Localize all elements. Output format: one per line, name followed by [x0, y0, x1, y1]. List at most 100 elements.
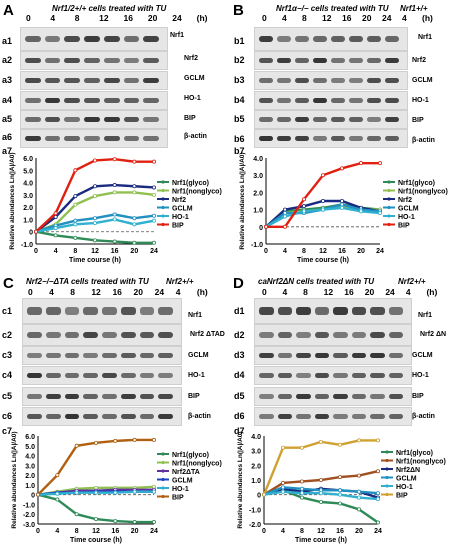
blot-band — [388, 372, 403, 379]
time-label: 0 — [26, 13, 31, 23]
blot-band — [314, 307, 329, 315]
data-point — [338, 442, 343, 447]
protein-label-b5: BIP — [412, 117, 424, 124]
blot-band — [351, 307, 366, 315]
blot-band — [296, 372, 311, 379]
western-blot-strip — [20, 129, 168, 148]
blot-band — [367, 116, 381, 123]
legend-marker — [161, 494, 165, 499]
blot-band — [64, 97, 81, 104]
x-axis-label: Time course (h) — [297, 257, 349, 264]
y-tick-label: 6.0 — [25, 434, 35, 441]
y-tick-label: 6.0 — [23, 156, 33, 163]
blot-band — [120, 413, 136, 420]
data-point — [302, 204, 307, 209]
blot-band — [120, 352, 136, 359]
blot-band — [333, 352, 348, 359]
data-point — [112, 157, 117, 162]
data-point — [53, 211, 58, 216]
blot-band — [143, 135, 159, 142]
blot-band — [388, 307, 403, 315]
blot-band — [259, 77, 273, 84]
x-tick-label: 0 — [34, 248, 38, 255]
time-label: 20 — [364, 287, 375, 297]
row-label-d6: d6 — [234, 411, 245, 421]
time-label: (h) — [426, 287, 438, 297]
data-point — [300, 486, 305, 491]
data-point — [264, 224, 269, 229]
blot-band — [367, 35, 381, 43]
blot-band — [143, 116, 159, 123]
western-blot-strip — [254, 71, 408, 90]
panel-letter-b: B — [233, 2, 244, 19]
legend-marker — [161, 477, 165, 482]
y-tick-label: 2.0 — [251, 463, 261, 470]
data-point — [283, 207, 288, 212]
blot-band — [139, 372, 155, 379]
protein-label-d2: Nrf2 ΔN — [420, 331, 447, 338]
data-point — [375, 469, 380, 474]
y-tick-label: 3.0 — [23, 193, 33, 200]
blot-band — [158, 332, 173, 338]
blot-band — [83, 413, 98, 420]
blot-band — [44, 135, 61, 142]
data-point — [55, 473, 60, 478]
data-point — [338, 492, 343, 497]
blot-band — [45, 372, 61, 379]
blot-band — [84, 35, 100, 43]
blot-band — [351, 413, 366, 420]
panel-d-title: caNrf2ΔN cells treated with TU — [258, 277, 375, 286]
western-blot-strip — [254, 387, 412, 406]
data-point — [302, 209, 307, 214]
blot-band — [84, 57, 100, 64]
protein-label-a3: GCLM — [184, 75, 205, 82]
blot-band — [259, 372, 274, 379]
x-axis-label: Time course (h) — [295, 537, 347, 544]
blot-band — [83, 372, 98, 379]
blot-band — [370, 332, 385, 338]
blot-band — [44, 97, 61, 104]
blot-band — [120, 393, 136, 400]
row-label-c2: c2 — [2, 330, 13, 340]
blot-band — [64, 393, 80, 400]
x-tick-label: 12 — [92, 528, 100, 535]
panel-letter-a: A — [3, 2, 14, 19]
x-tick-label: 8 — [300, 528, 304, 535]
blot-band — [370, 393, 385, 400]
x-tick-label: 20 — [357, 248, 365, 255]
legend-marker — [161, 205, 165, 210]
blot-band — [331, 116, 345, 123]
time-label: 4 — [49, 287, 54, 297]
data-point — [112, 217, 117, 222]
data-point — [93, 184, 98, 189]
blot-band — [296, 413, 311, 420]
blot-band — [120, 332, 136, 338]
data-point — [321, 173, 326, 178]
blot-band — [333, 372, 348, 379]
row-label-a3: a3 — [2, 75, 13, 85]
row-label-c5: c5 — [2, 391, 13, 401]
blot-band — [44, 35, 61, 43]
blot-band — [259, 35, 273, 43]
data-point — [151, 159, 156, 164]
blot-band — [296, 307, 311, 315]
x-tick-label: 24 — [150, 528, 158, 535]
blot-band — [44, 77, 61, 84]
blot-band — [25, 57, 41, 64]
blot-band — [102, 413, 117, 420]
time-label: 20 — [147, 13, 158, 23]
y-tick-label: 3.0 — [25, 463, 35, 470]
blot-band — [83, 307, 98, 315]
y-tick-label: 5.0 — [25, 444, 35, 451]
blot-band — [143, 97, 159, 104]
blot-band — [351, 393, 366, 400]
blot-band — [333, 307, 348, 315]
legend-label: Nrf1(nonglyco) — [396, 459, 446, 466]
blot-band — [27, 332, 42, 338]
western-blot-strip — [254, 129, 408, 148]
panel-letter-c: C — [3, 275, 14, 292]
chart-d7: -2.0 -1.0 0 1.0 2.0 3.0 4.0 0 4 8 12 16 20 24 Time cou… — [237, 431, 446, 544]
blot-band — [351, 352, 366, 359]
protein-label-d3: GCLM — [412, 352, 433, 359]
time-label: 4 — [282, 13, 287, 23]
